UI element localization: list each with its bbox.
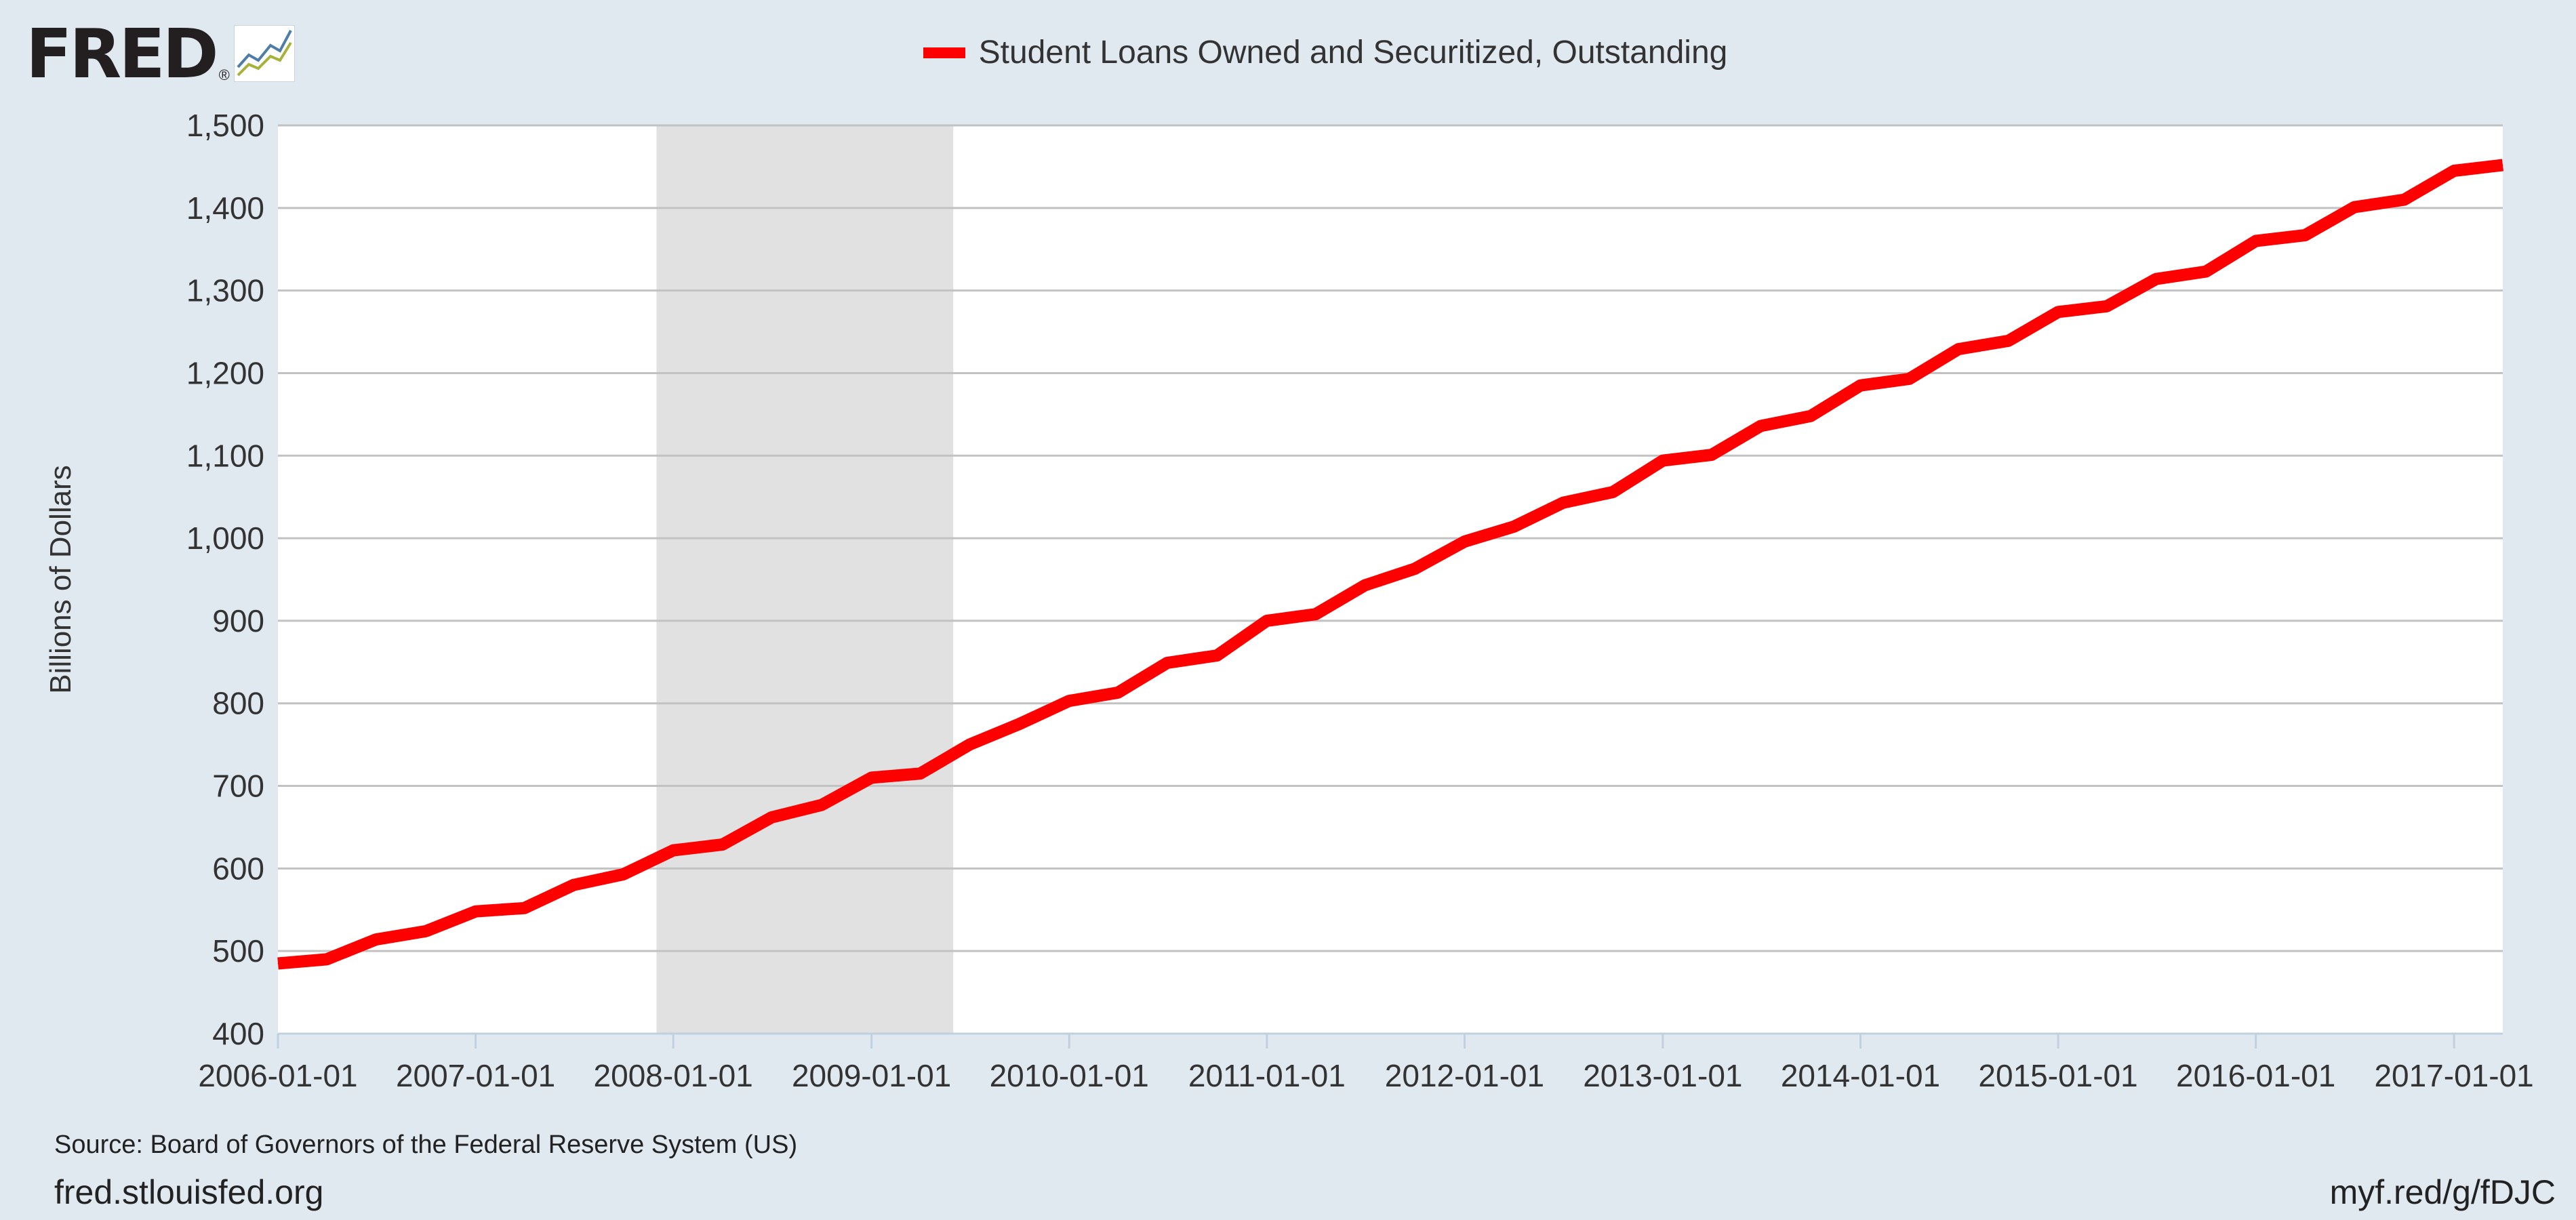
data-point <box>573 884 574 886</box>
data-point <box>672 850 674 851</box>
short-link[interactable]: myf.red/g/fDJC <box>2329 1173 2556 1211</box>
data-point <box>1859 385 1861 386</box>
y-tick-label: 500 <box>212 933 264 969</box>
chart-legend: Student Loans Owned and Securitized, Out… <box>0 34 2576 71</box>
data-point <box>277 962 279 964</box>
logo-registered-mark: ® <box>218 66 230 83</box>
chart-line-icon <box>233 24 296 85</box>
data-point <box>475 911 477 912</box>
site-link[interactable]: fred.stlouisfed.org <box>54 1173 324 1211</box>
data-point <box>1266 620 1268 622</box>
x-tick-label: 2015-01-01 <box>1978 1058 2137 1093</box>
x-tick-label: 2013-01-01 <box>1583 1058 1742 1093</box>
data-point <box>1908 378 1910 380</box>
data-point <box>1019 723 1020 725</box>
data-point <box>1464 541 1465 542</box>
recession-band <box>656 125 954 1034</box>
x-tick-label: 2010-01-01 <box>990 1058 1149 1093</box>
x-tick-label: 2006-01-01 <box>198 1058 357 1093</box>
y-tick-label: 1,100 <box>186 438 264 473</box>
x-tick-label: 2009-01-01 <box>792 1058 951 1093</box>
data-point <box>1810 415 1811 417</box>
line-chart: 400 500 600 700 800 900 1,000 1,100 1,200 1,300 1,… <box>186 108 2534 1093</box>
y-tick-label: 600 <box>212 851 264 886</box>
y-tick-label: 400 <box>212 1016 264 1051</box>
x-tick-label: 2017-01-01 <box>2374 1058 2533 1093</box>
legend-label: Student Loans Owned and Securitized, Out… <box>978 35 1728 70</box>
data-point <box>969 744 970 746</box>
data-point <box>1315 613 1316 615</box>
legend-swatch <box>923 47 965 58</box>
y-tick-label: 1,300 <box>186 273 264 308</box>
data-point <box>2008 340 2009 342</box>
data-point <box>1117 692 1119 693</box>
data-point <box>1958 348 1959 350</box>
data-point <box>871 777 872 778</box>
y-tick-label: 1,500 <box>186 108 264 143</box>
logo-text: FRED <box>26 14 219 94</box>
data-point <box>920 773 921 774</box>
y-tick-label: 1,400 <box>186 190 264 226</box>
source-note: Source: Board of Governors of the Federa… <box>54 1131 798 1159</box>
y-tick-label: 1,200 <box>186 355 264 390</box>
data-point <box>326 958 327 960</box>
data-point <box>1662 460 1664 462</box>
y-tick-label: 900 <box>212 603 264 638</box>
x-tick-label: 2012-01-01 <box>1385 1058 1544 1093</box>
x-tick-label: 2007-01-01 <box>396 1058 555 1093</box>
y-tick-label: 1,000 <box>186 521 264 556</box>
x-tick-label: 2011-01-01 <box>1188 1058 1346 1093</box>
y-tick-label: 700 <box>212 769 264 804</box>
y-tick-label: 800 <box>212 686 264 721</box>
x-tick-label: 2008-01-01 <box>594 1058 753 1093</box>
x-tick-label: 2014-01-01 <box>1781 1058 1940 1093</box>
x-tick-label: 2016-01-01 <box>2176 1058 2335 1093</box>
series-line <box>277 159 2504 970</box>
fred-logo[interactable]: FRED ® <box>26 14 296 94</box>
data-point <box>1068 700 1070 702</box>
data-point <box>2304 235 2306 236</box>
data-point <box>2205 271 2207 272</box>
